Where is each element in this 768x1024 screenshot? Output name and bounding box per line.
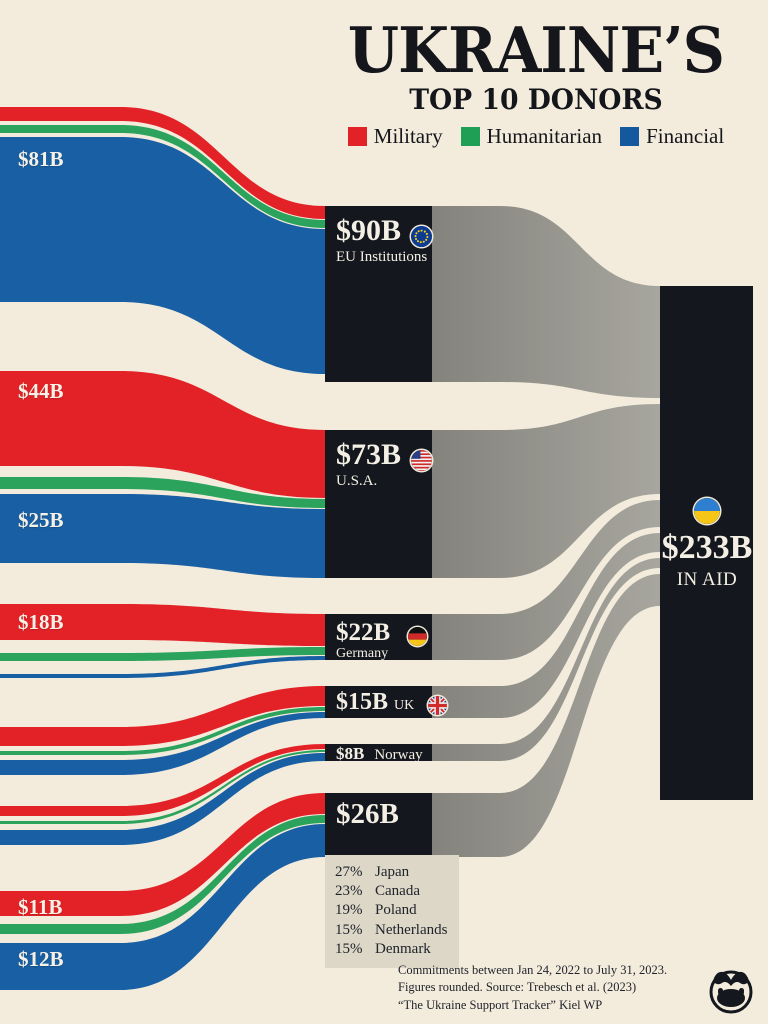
label-germany-military: $18B — [18, 610, 64, 634]
node-amount-germany: $22B — [336, 619, 391, 646]
eu-flag-icon — [411, 225, 433, 247]
footer-line-2: Figures rounded. Source: Trebesch et al.… — [398, 980, 637, 995]
flow-germany-military — [0, 604, 325, 646]
legend-item-military[interactable]: Military — [347, 124, 443, 149]
page-title: UKRAINE’S — [347, 13, 725, 87]
breakdown-name: Poland — [375, 902, 417, 919]
flow-eu-military — [0, 107, 325, 219]
legend: Military Humanitarian Financial — [316, 126, 756, 147]
military-swatch-icon — [347, 127, 367, 147]
flow-norway-military — [0, 744, 325, 816]
node-label-germany: $22B Germany — [336, 619, 428, 661]
label-eu-financial: $81B — [18, 147, 64, 171]
breakdown-pct: 15% — [335, 940, 363, 957]
flow-germany-humanitarian — [0, 647, 325, 661]
total-amount: $233B — [661, 529, 753, 566]
node-norway[interactable] — [325, 744, 432, 761]
breakdown-pct: 19% — [335, 902, 363, 919]
node-name-usa: U.S.A. — [336, 472, 378, 489]
node-label-norway: $8B Norway — [336, 745, 423, 764]
total-sublabel: IN AID — [676, 569, 738, 590]
breakdown-name: Japan — [375, 864, 410, 880]
flow-usa-to-total — [432, 404, 660, 578]
node-total-ukraine[interactable] — [660, 286, 753, 800]
list-item: 27% Japan — [335, 863, 447, 882]
list-item: 15% Denmark — [335, 940, 447, 959]
flow-usa-military — [0, 371, 325, 498]
humanitarian-swatch-icon — [460, 127, 480, 147]
page-subtitle: TOP 10 DONORS — [409, 82, 663, 116]
financial-swatch-icon — [620, 127, 640, 147]
breakdown-name: Canada — [375, 883, 420, 900]
hippo-logo-icon[interactable] — [704, 962, 758, 1016]
footer-line-1: Commitments between Jan 24, 2022 to July… — [398, 963, 668, 977]
usa-flag-icon — [411, 449, 433, 471]
flow-eu-humanitarian — [0, 125, 325, 228]
breakdown-pct: 23% — [335, 883, 363, 900]
flow-other-to-total — [432, 574, 660, 857]
flow-usa-financial — [0, 494, 325, 578]
uk-flag-icon — [428, 695, 448, 715]
node-name-germany: Germany — [336, 645, 389, 661]
legend-label-financial: Financial — [646, 124, 725, 149]
breakdown-pct: 27% — [335, 864, 363, 880]
node-name-uk: UK — [394, 698, 415, 713]
breakdown-pct: 15% — [335, 921, 363, 938]
node-other[interactable] — [325, 793, 432, 857]
node-uk[interactable] — [325, 686, 432, 718]
node-name-eu: EU Institutions — [336, 248, 428, 265]
legend-label-humanitarian: Humanitarian — [486, 124, 603, 149]
flow-uk-military — [0, 686, 325, 746]
flow-uk-humanitarian — [0, 707, 325, 755]
flow-norway-to-total — [432, 558, 660, 761]
node-label-uk: $15B UK — [336, 689, 448, 715]
label-other-financial: $12B — [18, 947, 64, 971]
flow-eu-financial — [0, 137, 325, 374]
node-label-eu: $90B EU Institutions — [336, 214, 433, 265]
label-usa-financial: $25B — [18, 508, 64, 532]
label-usa-military: $44B — [18, 379, 64, 403]
flow-other-financial — [0, 824, 325, 990]
legend-item-financial[interactable]: Financial — [620, 126, 724, 147]
node-name-norway: Norway — [374, 747, 423, 763]
flow-uk-financial — [0, 712, 325, 775]
ukraine-flag-icon — [694, 498, 720, 524]
list-item: 19% Poland — [335, 901, 447, 920]
breakdown-name: Netherlands — [375, 921, 448, 938]
flow-uk-to-total — [432, 533, 660, 718]
legend-label-military: Military — [373, 124, 443, 149]
legend-item-humanitarian[interactable]: Humanitarian — [460, 124, 603, 149]
breakdown-name: Denmark — [375, 940, 431, 957]
node-amount-usa: $73B — [336, 438, 402, 471]
node-amount-eu: $90B — [336, 214, 402, 247]
list-item: 15% Netherlands — [335, 921, 447, 940]
flow-other-military — [0, 793, 325, 916]
flow-usa-humanitarian — [0, 477, 325, 508]
flow-eu-to-total — [432, 206, 660, 398]
flow-germany-to-total — [432, 500, 660, 660]
list-item: 23% Canada — [335, 882, 447, 901]
germany-flag-icon — [408, 626, 428, 646]
node-amount-other: $26B — [336, 798, 399, 830]
node-label-other: $26B — [336, 800, 399, 829]
other-breakdown-panel: 27% Japan 23% Canada 19% Poland 15% Neth… — [325, 855, 460, 968]
flow-norway-financial — [0, 753, 325, 845]
node-amount-norway: $8B — [336, 744, 365, 763]
footer-note: Commitments between Jan 24, 2022 to July… — [398, 962, 667, 1014]
flow-other-humanitarian — [0, 815, 325, 934]
label-other-military: $11B — [18, 895, 63, 919]
node-amount-uk: $15B — [336, 689, 389, 715]
header: UKRAINE’S TOP 10 DONORS Military Humanit… — [316, 13, 756, 147]
node-label-usa: $73B U.S.A. — [336, 438, 433, 489]
total-label: $233B IN AID — [659, 498, 755, 589]
flow-germany-financial — [0, 656, 325, 678]
footer-line-3: “The Ukraine Support Tracker” Kiel WP — [398, 997, 603, 1012]
